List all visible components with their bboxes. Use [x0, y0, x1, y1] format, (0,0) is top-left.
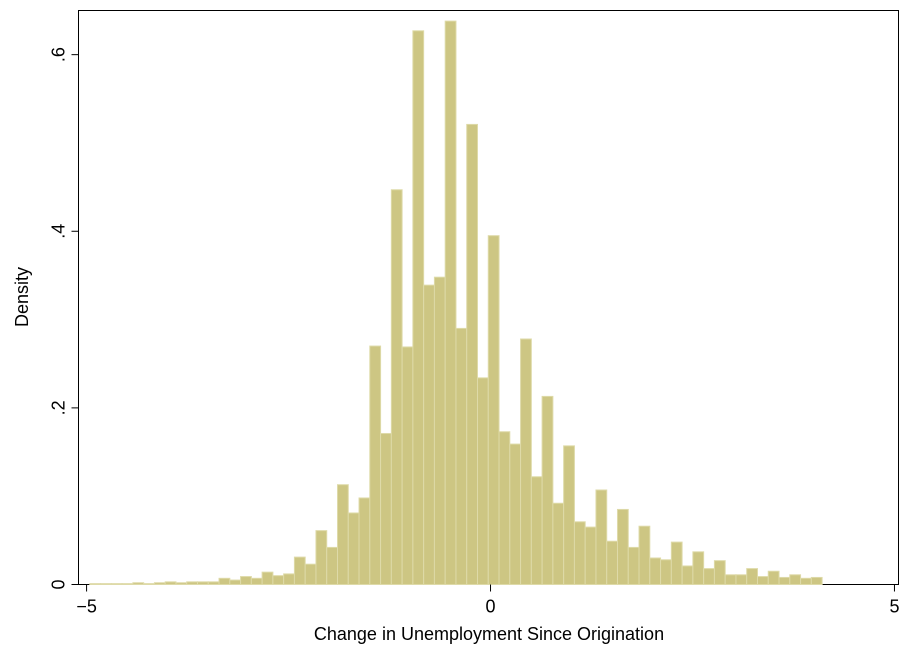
histogram-bar [326, 546, 339, 585]
histogram-bar [197, 581, 209, 585]
histogram-bar [595, 489, 608, 586]
histogram-bar [218, 577, 231, 586]
histogram-bar [703, 568, 715, 585]
histogram-bar [175, 582, 188, 585]
histogram-bar [143, 583, 155, 585]
histogram-bar [616, 508, 629, 585]
histogram-bar [670, 541, 683, 585]
histogram-bar [606, 540, 618, 585]
histogram-bar [530, 476, 543, 586]
histogram-bar [164, 581, 177, 585]
histogram-bar [444, 20, 457, 586]
histogram-bar [229, 579, 242, 586]
histogram-bar [293, 556, 306, 585]
histogram-bar [110, 583, 123, 585]
histogram-bar [778, 576, 791, 586]
histogram-bar [272, 575, 285, 585]
histogram-bar [466, 123, 479, 585]
histogram-bar [660, 559, 672, 586]
histogram-bar [724, 574, 737, 585]
histogram-bar [153, 582, 166, 585]
histogram-bar [573, 521, 586, 585]
histogram-bar [240, 576, 252, 585]
histogram-bar [692, 551, 705, 586]
histogram-bar [681, 565, 694, 586]
histogram-bar [369, 345, 382, 585]
y-tick-label: .2 [49, 400, 69, 415]
histogram-bar [713, 560, 726, 585]
histogram-bar [800, 577, 812, 586]
histogram-bar [584, 526, 597, 585]
histogram-bar [401, 346, 414, 586]
histogram-bar [358, 497, 371, 585]
histogram-bar [767, 570, 780, 585]
histogram-bar [509, 443, 522, 585]
histogram-bar [498, 431, 511, 586]
x-tick-label: 5 [889, 597, 899, 617]
histogram-bar [283, 573, 295, 586]
histogram-bar [627, 546, 640, 585]
histogram-bar [563, 445, 575, 585]
histogram-bar [455, 327, 468, 585]
histogram-bar [186, 581, 198, 585]
histogram-bar [810, 576, 823, 586]
x-tick-label: 0 [486, 597, 496, 617]
bars-group [89, 20, 823, 586]
histogram-bar [541, 395, 554, 585]
histogram-bar [315, 530, 328, 586]
histogram-bar [337, 484, 349, 585]
histogram-bar [756, 576, 769, 585]
axes-group: −5 0 5 0 .2 .4 .6 [49, 47, 900, 616]
y-tick-label: 0 [49, 579, 69, 589]
y-tick-label: .4 [49, 224, 69, 239]
histogram-bar [789, 574, 802, 585]
histogram-bar [304, 563, 317, 586]
histogram-bar [520, 338, 532, 585]
histogram-bar [735, 574, 748, 585]
histogram-bar [433, 276, 446, 585]
histogram-bar [89, 583, 102, 585]
histogram-bar [132, 582, 145, 585]
histogram-bar [390, 189, 403, 585]
y-tick-label: .6 [49, 47, 69, 62]
histogram-bar [477, 377, 489, 585]
histogram-bar [380, 432, 392, 585]
histogram-bar [552, 502, 565, 586]
histogram-bar [746, 568, 758, 585]
histogram-bar [412, 30, 425, 586]
histogram-bar [207, 581, 220, 585]
histogram-bar [250, 577, 263, 586]
histogram-bar [487, 235, 500, 585]
y-axis-title: Density [12, 267, 32, 327]
histogram-bar [638, 525, 651, 585]
histogram-bar [261, 571, 274, 586]
histogram-bar [649, 557, 662, 586]
histogram-bar [423, 284, 435, 585]
histogram-bar [347, 512, 360, 585]
histogram-bar [121, 583, 134, 585]
histogram-bar [100, 583, 112, 585]
x-axis-title: Change in Unemployment Since Origination [314, 624, 664, 644]
x-tick-label: −5 [76, 597, 97, 617]
